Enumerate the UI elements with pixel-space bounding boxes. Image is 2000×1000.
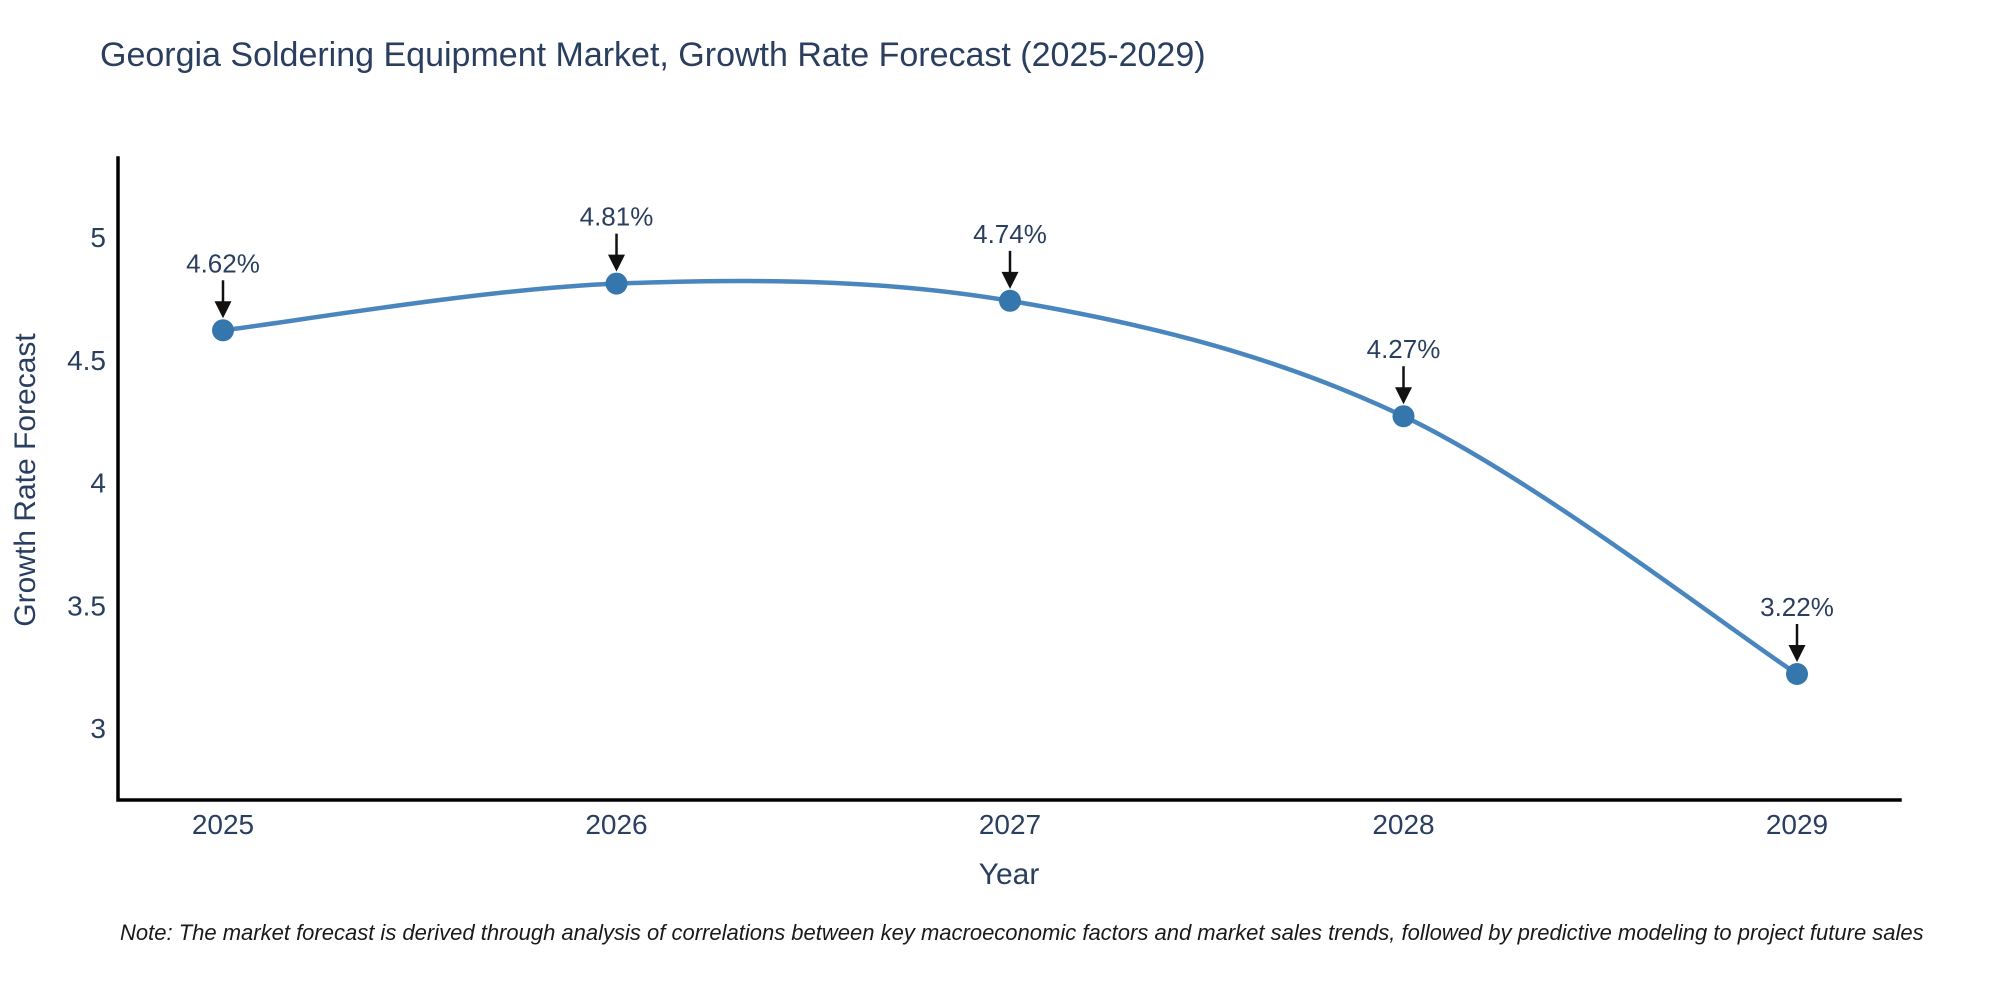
x-axis-title: Year — [978, 858, 1040, 891]
x-tick-label: 2029 — [1766, 809, 1828, 840]
data-point-label: 4.62% — [186, 248, 260, 278]
forecast-line — [220, 278, 1800, 677]
y-tick-label: 5 — [90, 222, 106, 253]
footnote: Note: The market forecast is derived thr… — [120, 920, 1924, 945]
data-point-marker — [212, 319, 234, 342]
y-tick-label: 3.5 — [67, 590, 106, 621]
x-tick-label: 2028 — [1372, 809, 1434, 840]
annotation-arrowhead — [1001, 271, 1019, 289]
data-point-marker — [1786, 663, 1808, 685]
data-point-marker — [605, 272, 628, 295]
data-point-label: 3.22% — [1760, 592, 1834, 622]
annotation-arrowhead — [1788, 644, 1806, 662]
data-point-marker — [999, 289, 1021, 312]
y-axis-title: Growth Rate Forecast — [9, 333, 42, 627]
y-tick-label: 4.5 — [67, 345, 106, 376]
data-point-marker — [1392, 405, 1415, 428]
data-point-label: 4.81% — [580, 202, 654, 232]
data-point-label: 4.27% — [1367, 334, 1441, 364]
y-tick-label: 4 — [90, 468, 106, 499]
axis-lines — [116, 156, 1902, 802]
x-tick-label: 2025 — [192, 809, 254, 840]
x-tick-label: 2026 — [585, 809, 647, 840]
annotation-arrowhead — [1395, 387, 1412, 405]
data-point-label: 4.74% — [973, 219, 1047, 249]
annotation-arrowhead — [608, 254, 625, 272]
annotation-arrowhead — [214, 301, 232, 319]
y-tick-label: 3 — [90, 713, 106, 744]
chart-title: Georgia Soldering Equipment Market, Grow… — [100, 36, 1206, 74]
x-tick-label: 2027 — [979, 809, 1041, 840]
